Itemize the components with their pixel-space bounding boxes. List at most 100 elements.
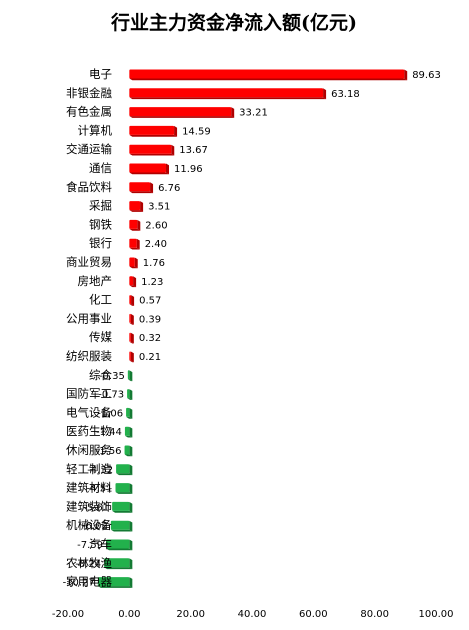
category-label: 纺织服装: [66, 349, 112, 363]
bar-bottom-face: [124, 454, 133, 457]
bar-bottom-face: [129, 210, 144, 212]
bar-front-face: [126, 407, 130, 417]
bar-side-face: [129, 445, 133, 457]
bar-side-face: [129, 426, 133, 438]
bar-17: [127, 370, 133, 382]
bar-front-face: [129, 219, 138, 229]
bar-12: [129, 276, 137, 288]
category-label: 交通运输: [66, 142, 112, 156]
bar-25: [110, 520, 133, 532]
category-label: 商业贸易: [66, 255, 112, 269]
value-label: 3.51: [148, 202, 170, 213]
bar-side-face: [323, 88, 327, 100]
bar-front-face: [106, 539, 130, 549]
bar-24: [112, 501, 133, 513]
bar-bottom-face: [129, 78, 408, 81]
bar-10: [129, 238, 140, 250]
bar-front-face: [129, 163, 167, 173]
x-axis-ticks: -20.00 0.00 20.00 40.00 60.00 80.00 100.00: [52, 609, 454, 620]
bar-bottom-face: [112, 510, 133, 513]
bar-bottom-face: [129, 285, 137, 288]
bar-7: [129, 182, 154, 194]
bar-bottom-face: [129, 322, 134, 325]
bar-side-face: [174, 125, 178, 137]
bar-bottom-face: [129, 97, 327, 100]
bar-6: [129, 163, 170, 175]
bar-front-face: [129, 201, 141, 211]
bar-front-face: [129, 332, 131, 342]
bar-3: [129, 107, 235, 118]
category-label: 传媒: [89, 330, 112, 344]
value-label: 63.18: [331, 89, 360, 100]
bar-side-face: [129, 577, 133, 588]
value-label: -6.02: [82, 521, 108, 532]
bar-bottom-face: [129, 116, 235, 118]
bar-bottom-face: [129, 360, 134, 363]
bar-bottom-face: [129, 134, 178, 137]
bar-side-face: [130, 332, 134, 344]
bar-22: [116, 464, 133, 476]
bar-front-face: [129, 295, 132, 305]
category-label: 休闲服务: [66, 443, 112, 457]
bar-8: [129, 201, 144, 212]
value-label: -1.56: [96, 446, 122, 457]
bar-front-face: [129, 88, 324, 98]
x-tick-label: 80.00: [360, 609, 389, 620]
bar-27: [104, 558, 133, 570]
bar-side-face: [404, 69, 408, 81]
bar-bottom-face: [127, 379, 133, 382]
bar-front-face: [97, 577, 130, 587]
value-label: -7.59: [77, 540, 103, 551]
category-label: 化工: [89, 293, 112, 307]
value-label: 2.40: [145, 239, 167, 250]
category-label: 农林牧渔: [66, 556, 112, 570]
bar-front-face: [124, 426, 130, 436]
bar-side-face: [129, 407, 133, 419]
bar-front-face: [129, 144, 172, 154]
category-label: 计算机: [78, 123, 113, 137]
value-label: 13.67: [179, 145, 208, 156]
bar-bottom-face: [129, 247, 140, 250]
bar-side-face: [133, 276, 137, 288]
bar-side-face: [136, 238, 140, 250]
category-label: 公用事业: [66, 311, 112, 325]
value-label: -1.44: [96, 427, 122, 438]
category-label: 汽车: [89, 537, 112, 551]
bar-bottom-face: [129, 304, 135, 306]
bar-bottom-face: [116, 473, 133, 476]
bar-bottom-face: [129, 172, 170, 175]
bar-front-face: [129, 351, 131, 361]
bar-bottom-face: [129, 191, 154, 194]
value-label: 11.96: [174, 164, 203, 175]
bar-front-face: [127, 370, 130, 380]
x-tick-label: -20.00: [52, 609, 84, 620]
category-label: 通信: [89, 161, 112, 175]
x-tick-label: 60.00: [299, 609, 328, 620]
category-label: 采掘: [89, 199, 112, 213]
bar-1: [129, 69, 408, 81]
category-label: 建筑装饰: [66, 499, 112, 513]
bar-front-face: [129, 276, 134, 286]
category-label: 综合: [89, 368, 112, 382]
bar-bottom-face: [129, 266, 138, 269]
bar-26: [106, 539, 133, 551]
bar-2: [129, 88, 327, 100]
bar-20: [124, 426, 133, 438]
category-label: 医药生物: [66, 424, 112, 438]
bar-front-face: [110, 520, 130, 530]
bar-front-face: [124, 445, 130, 455]
category-label: 电子: [89, 67, 112, 81]
value-label: -4.51: [87, 484, 113, 495]
value-label: 1.23: [141, 277, 163, 288]
bar-side-face: [171, 144, 175, 156]
bar-bottom-face: [97, 586, 133, 588]
bar-bottom-face: [124, 435, 133, 438]
category-label: 电气设备: [66, 405, 112, 419]
bars-layer: [97, 69, 408, 588]
bar-bottom-face: [110, 529, 133, 532]
bar-bottom-face: [129, 153, 175, 156]
bar-21: [124, 445, 133, 457]
bar-side-face: [137, 219, 141, 231]
